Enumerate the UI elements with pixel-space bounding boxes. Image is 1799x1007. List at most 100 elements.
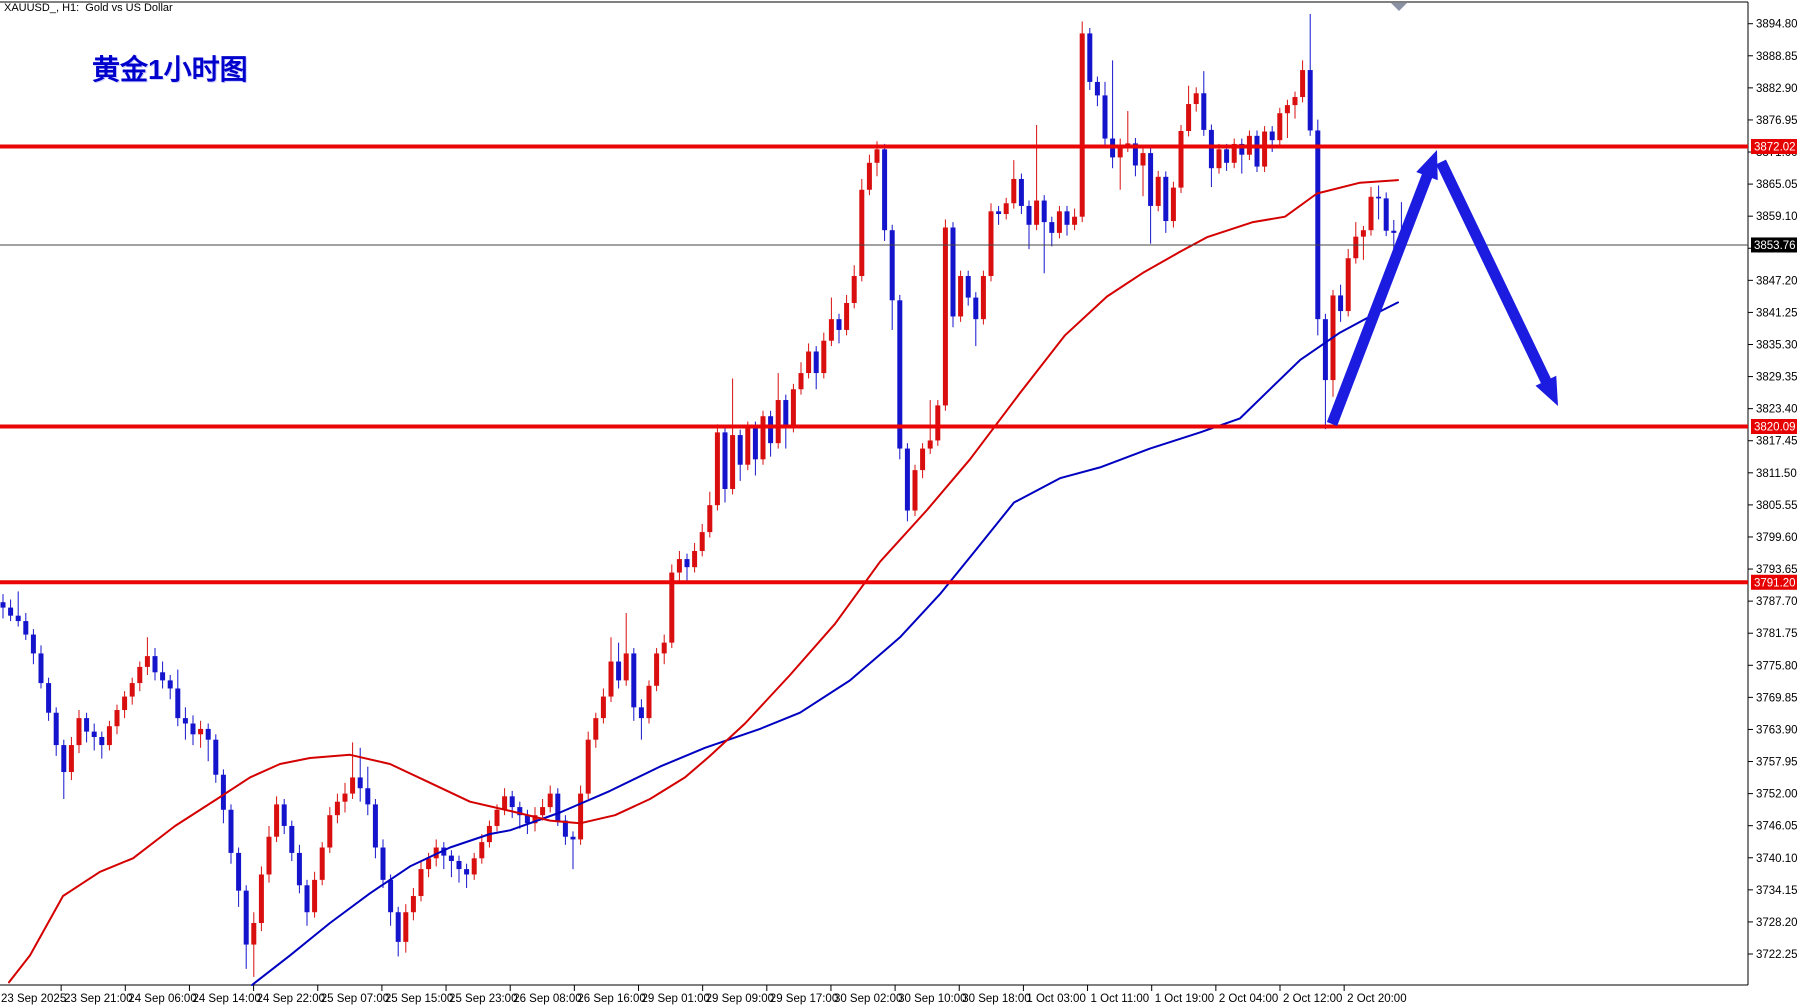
candle-body [532, 815, 538, 824]
candle-body [844, 302, 850, 330]
candle-body [1102, 95, 1108, 139]
candle-body [920, 448, 926, 471]
price-tick-label: 3882.90 [1756, 83, 1798, 95]
candle-body [0, 602, 6, 608]
projection-arrow-up-shaft[interactable] [1326, 162, 1437, 426]
candle-body [1079, 33, 1085, 217]
time-tick-label: 2 Oct 12:00 [1283, 993, 1342, 1005]
candle-body [958, 276, 964, 317]
candle-body [46, 683, 52, 713]
candles-layer [0, 13, 1404, 977]
candle-body [30, 634, 36, 654]
candle-body [821, 340, 827, 374]
candle-body [418, 869, 424, 897]
price-tick-label: 3752.00 [1756, 789, 1798, 801]
candle-body [988, 211, 994, 277]
candle-body [175, 688, 181, 719]
time-tick-label: 1 Oct 03:00 [1026, 993, 1085, 1005]
candle-body [714, 432, 720, 506]
candle-body [327, 815, 333, 848]
candle-body [859, 189, 865, 277]
candle-body [1163, 176, 1169, 222]
candle-body [654, 653, 660, 686]
price-tick-label: 3757.95 [1756, 757, 1798, 769]
candle-body [1041, 200, 1047, 223]
candle-body [1216, 149, 1222, 169]
level-price-tag-bg [1751, 139, 1797, 155]
candle-body [1056, 211, 1062, 233]
candle-body [1186, 104, 1192, 131]
candle-body [312, 879, 318, 913]
candle-body [426, 858, 432, 870]
level-price-tag-value: 3872.02 [1754, 142, 1796, 154]
time-tick-label: 25 Sep 23:00 [449, 993, 517, 1005]
projection-arrow-down-shaft[interactable] [1436, 159, 1557, 394]
candle-body [806, 351, 812, 374]
time-tick-label: 26 Sep 16:00 [577, 993, 645, 1005]
candle-body [973, 297, 979, 320]
candle-body [646, 685, 652, 719]
candle-body [638, 707, 644, 719]
candle-body [692, 550, 698, 568]
candle-body [266, 836, 272, 875]
candle-body [517, 807, 523, 816]
candle-body [585, 739, 591, 794]
price-tick-label: 3823.40 [1756, 404, 1798, 416]
price-tick-label: 3888.85 [1756, 51, 1798, 63]
projection-arrow-down[interactable] [1436, 159, 1558, 406]
candle-body [752, 426, 758, 460]
level-price-tag: 3872.02 [1751, 139, 1797, 155]
candle-body [950, 227, 956, 317]
candle-body [380, 847, 386, 880]
candle-body [897, 300, 903, 449]
price-tick-label: 3746.05 [1756, 821, 1798, 833]
candle-body [555, 793, 561, 821]
candle-body [1360, 230, 1366, 237]
candle-body [137, 666, 143, 684]
symbol-info-label: XAUUSD_, H1: Gold vs US Dollar [4, 2, 173, 14]
candle-body [1277, 113, 1283, 141]
candle-body [365, 788, 371, 805]
ma-blue-line[interactable] [251, 301, 1399, 986]
candle-body [790, 389, 796, 427]
candle-body [296, 852, 302, 886]
chart-shift-marker-icon[interactable] [1391, 3, 1407, 11]
price-tick-label: 3787.70 [1756, 596, 1798, 608]
candle-body [281, 804, 287, 826]
candle-body [1239, 143, 1245, 155]
ma-red-line[interactable] [8, 179, 1399, 984]
candle-body [730, 435, 736, 489]
candle-body [882, 149, 888, 231]
candle-body [1254, 135, 1260, 167]
candle-body [547, 793, 553, 808]
candle-body [1284, 105, 1290, 114]
candle-body [1117, 145, 1123, 158]
candle-body [479, 842, 485, 859]
candle-body [91, 731, 97, 737]
candle-body [1170, 187, 1176, 222]
candle-body [1353, 236, 1359, 259]
candle-body [631, 653, 637, 708]
price-tick-label: 3894.80 [1756, 19, 1798, 31]
time-tick-label: 26 Sep 08:00 [513, 993, 581, 1005]
candle-body [274, 804, 280, 837]
candle-body [114, 710, 120, 727]
price-tick-label: 3740.10 [1756, 853, 1798, 865]
candle-body [342, 793, 348, 802]
time-tick-label: 24 Sep 14:00 [192, 993, 260, 1005]
candle-body [1155, 176, 1161, 206]
price-axis[interactable]: 3894.803888.853882.903876.953871.003865.… [1748, 19, 1798, 961]
candle-body [289, 825, 295, 853]
candle-body [53, 712, 59, 746]
candle-body [236, 852, 242, 891]
price-tick-label: 3805.55 [1756, 500, 1798, 512]
price-tick-label: 3859.10 [1756, 211, 1798, 223]
time-tick-label: 1 Oct 19:00 [1155, 993, 1214, 1005]
projection-arrow-up[interactable] [1326, 150, 1438, 426]
candle-body [866, 162, 872, 190]
time-tick-label: 24 Sep 06:00 [128, 993, 196, 1005]
price-tick-label: 3734.15 [1756, 885, 1798, 897]
time-tick-label: 30 Sep 02:00 [834, 993, 902, 1005]
